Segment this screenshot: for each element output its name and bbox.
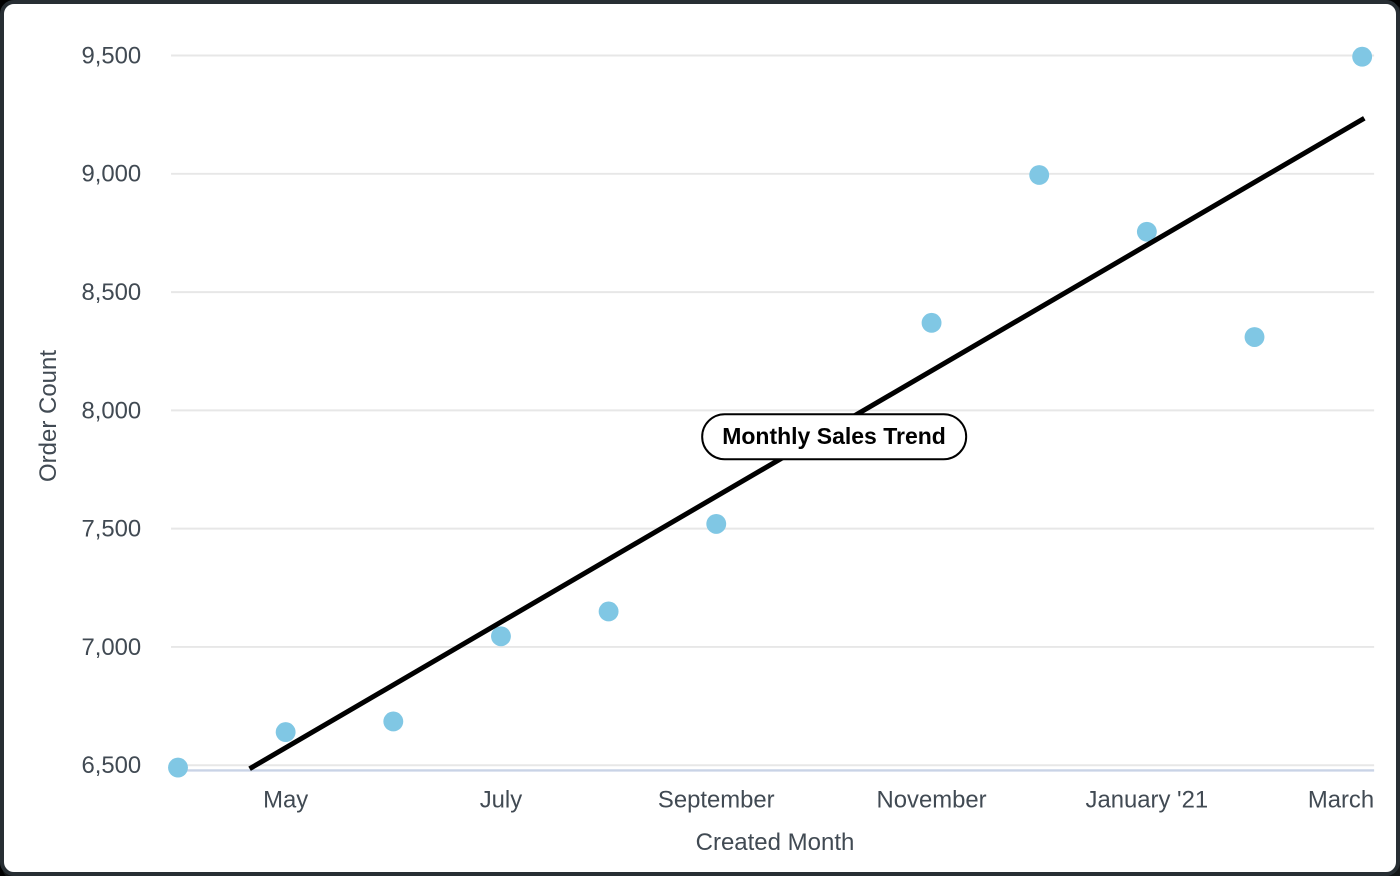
data-point-march[interactable] [1352, 46, 1373, 67]
data-point-april[interactable] [168, 757, 188, 778]
y-axis-tick-label: 7,000 [82, 634, 142, 661]
x-axis-tick-label: July [480, 787, 523, 814]
data-point-june[interactable] [383, 711, 404, 732]
x-axis-title: Created Month [695, 829, 855, 856]
x-axis-tick-label: March [1308, 787, 1374, 814]
data-point-august[interactable] [598, 601, 619, 622]
x-axis-tick-label: January '21 [1086, 787, 1209, 814]
y-axis-tick-label: 9,500 [82, 42, 142, 69]
y-axis-tick-label: 6,500 [82, 752, 142, 779]
data-point-may[interactable] [275, 722, 296, 742]
y-axis-tick-label: 8,500 [82, 279, 142, 306]
y-axis-tick-label: 8,000 [82, 397, 142, 424]
data-point-february[interactable] [1244, 327, 1265, 347]
data-point-july[interactable] [491, 626, 511, 647]
x-axis-tick-label: May [263, 787, 308, 814]
y-axis-tick-label: 7,500 [82, 516, 142, 543]
x-axis-tick-label: September [658, 787, 775, 814]
data-point-november[interactable] [921, 312, 942, 333]
x-axis-tick-label: November [877, 787, 987, 814]
data-point-january-21[interactable] [1136, 221, 1157, 242]
scatter-plot-canvas: 6,500 7,000 7,500 8,000 8,500 9,000 9,500 May Ju… [82, 42, 1375, 814]
data-point-september[interactable] [706, 514, 727, 534]
trend-label-pill[interactable]: Monthly Sales Trend [701, 412, 967, 461]
y-axis-title: Order Count [35, 349, 62, 483]
y-axis-tick-label: 9,000 [82, 161, 142, 188]
data-point-december[interactable] [1029, 165, 1050, 185]
